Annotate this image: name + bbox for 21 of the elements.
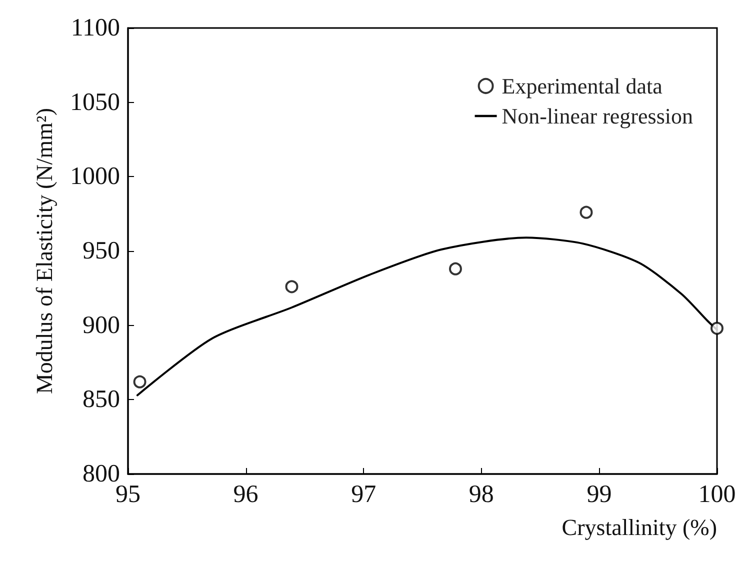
y-tick-label: 900: [82, 312, 120, 339]
y-tick-label: 950: [82, 238, 120, 264]
y-axis-title: Modulus of Elasticity (N/mm²): [32, 108, 57, 394]
y-tick-label: 1000: [70, 163, 120, 190]
point: [710, 322, 724, 335]
x-axis-title: Crystallinity (%): [562, 515, 717, 540]
x-tick-label: 97: [351, 481, 376, 508]
y-tick-label: 850: [82, 386, 120, 414]
point: [580, 206, 593, 219]
legend-label: Experimental data: [502, 74, 663, 98]
y-tick-label: 1100: [70, 14, 120, 42]
x-tick-label: 99: [586, 481, 612, 508]
point: [285, 280, 298, 294]
x-tick-label: 98: [468, 481, 494, 508]
point: [448, 262, 462, 276]
y-tick-label: 1050: [70, 88, 120, 116]
x-tick-label: 95: [116, 481, 140, 508]
x-tick-label: 96: [233, 481, 258, 508]
x-tick-label: 100: [698, 481, 736, 508]
point: [133, 375, 146, 388]
legend-label: Non-linear regression: [502, 104, 694, 128]
